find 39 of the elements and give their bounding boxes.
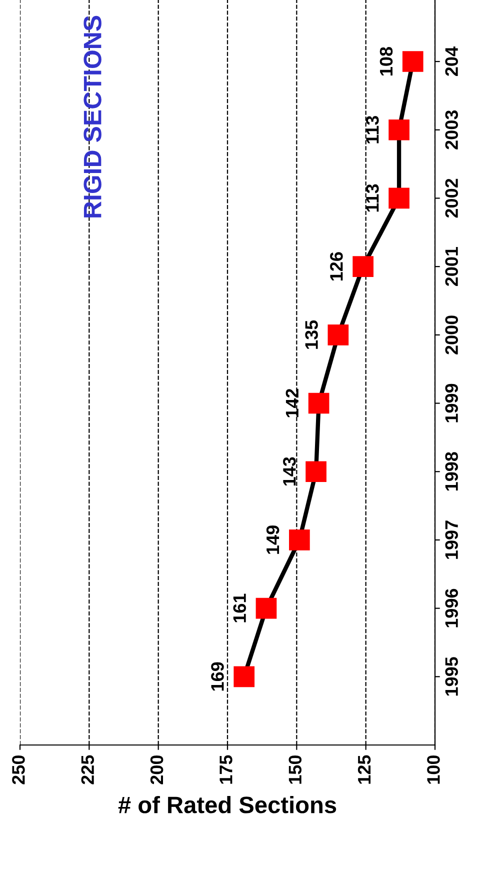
data-label: 143: [283, 457, 296, 486]
y-tick-label: 1997: [445, 520, 458, 559]
data-label: 108: [380, 47, 393, 76]
y-tick-label: 1999: [445, 384, 458, 422]
y-tick-label: 2002: [445, 178, 458, 218]
y-tick-label: 1996: [445, 588, 458, 628]
x-tick-label: 250: [12, 755, 25, 784]
y-tick-label: 2000: [445, 316, 458, 354]
data-label: 113: [366, 184, 379, 212]
x-tick-label: 150: [288, 755, 302, 784]
point: [388, 119, 410, 140]
point: [402, 51, 424, 72]
y-tick-label: 2003: [445, 110, 458, 150]
point: [289, 530, 310, 550]
data-label: 135: [305, 320, 318, 349]
data-label: 126: [330, 252, 343, 280]
data-label: 161: [233, 594, 246, 622]
point: [328, 324, 349, 346]
y-tick-label: 1998: [445, 452, 458, 491]
x-axis-title: # of Rated Sections: [118, 796, 336, 814]
x-tick-label: 100: [427, 755, 440, 784]
point: [234, 666, 255, 688]
point: [388, 188, 410, 209]
data-label: 142: [286, 388, 298, 418]
x-tick-label: 225: [81, 755, 94, 784]
text: RIGID SECTIONS: [84, 16, 102, 218]
point: [306, 461, 326, 482]
x-tick-label: 175: [220, 755, 232, 784]
point: [352, 256, 374, 277]
point: [308, 392, 330, 414]
y-tick-label: 204: [445, 46, 458, 76]
y-tick-label: 1995: [445, 657, 458, 696]
y-tick-label: 2001: [445, 246, 458, 286]
point: [256, 598, 277, 619]
x-tick-label: 125: [358, 755, 371, 784]
data-label: 149: [266, 526, 280, 554]
x-tick-label: 200: [150, 755, 164, 784]
data-label: 169: [211, 662, 224, 691]
data-label: 113: [366, 116, 379, 144]
